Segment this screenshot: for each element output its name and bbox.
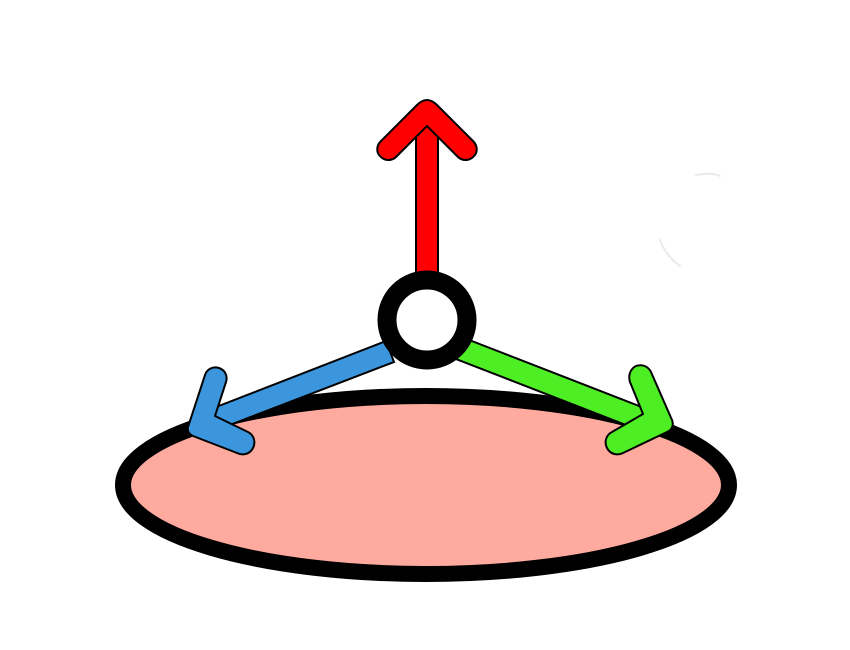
blue-left-arrow <box>186 339 396 456</box>
faint-arc <box>659 172 721 267</box>
origin-ring <box>377 270 477 370</box>
red-up-arrow <box>376 99 478 281</box>
green-right-arrow <box>454 336 674 456</box>
base-disc <box>115 388 737 582</box>
